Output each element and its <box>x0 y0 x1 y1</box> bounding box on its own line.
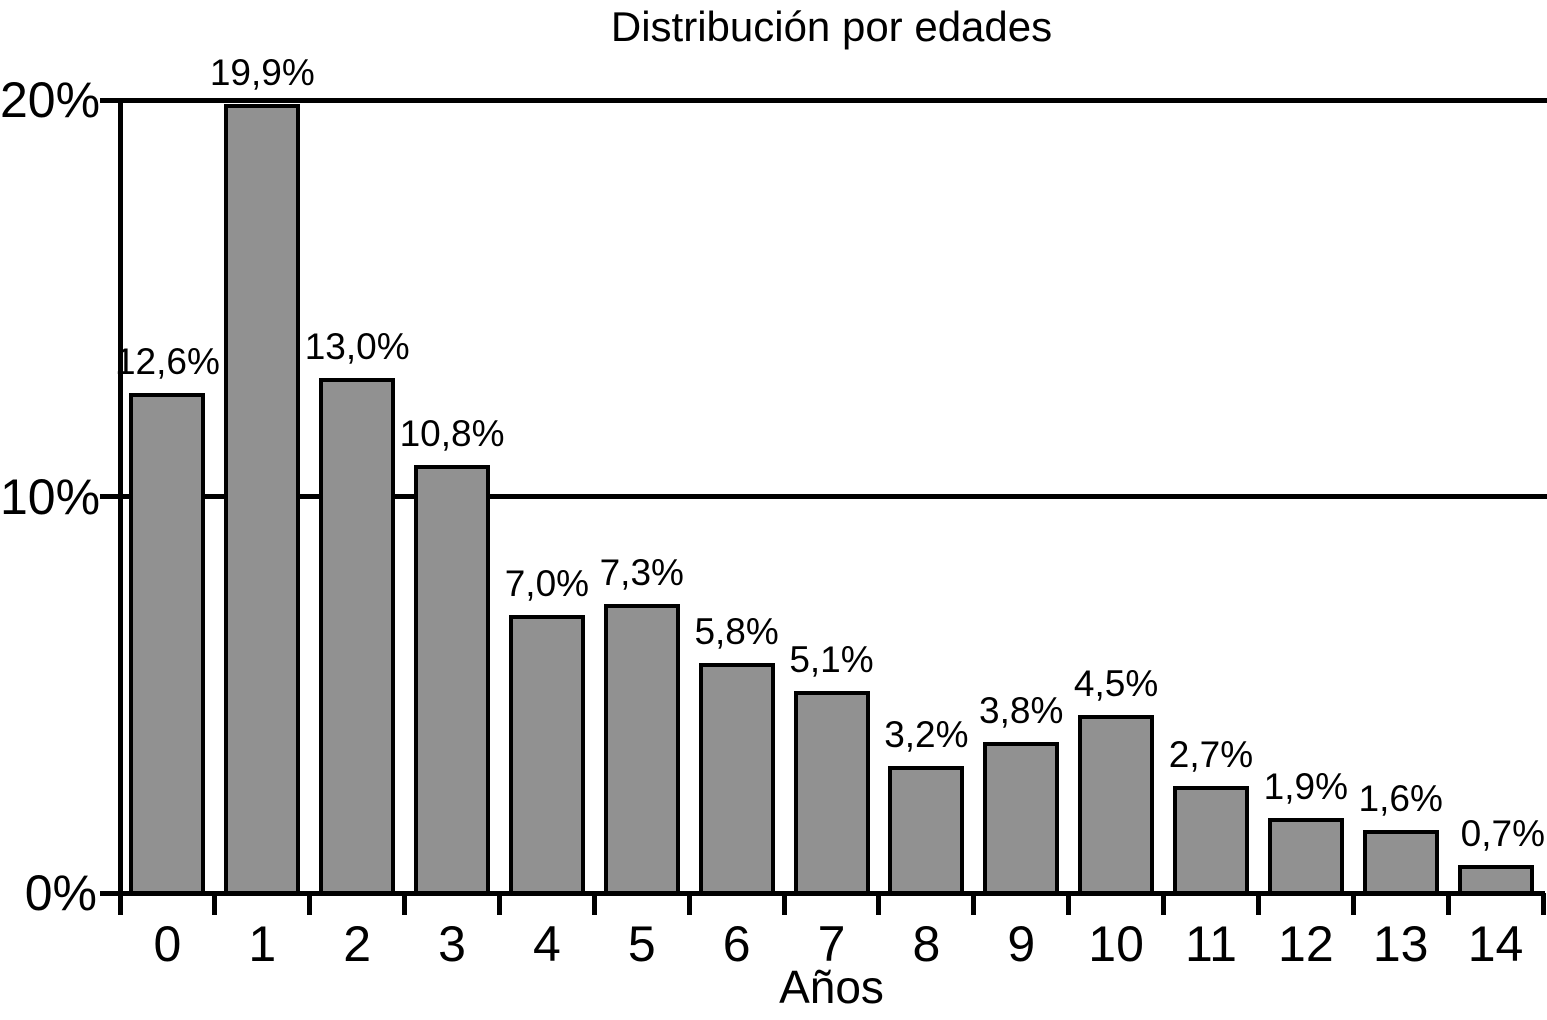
chart-title: Distribución por edades <box>610 3 1053 50</box>
bar-value-label: 10,8% <box>399 412 505 454</box>
bar-value-label: 3,8% <box>979 690 1064 732</box>
x-tick-label: 5 <box>627 916 656 972</box>
x-tick-label: 3 <box>438 916 466 972</box>
bar <box>983 742 1060 895</box>
x-tick-label: 9 <box>1007 916 1036 972</box>
bar-value-label: 2,7% <box>1168 733 1254 775</box>
bar <box>508 615 585 895</box>
bar <box>698 663 775 895</box>
x-tick-label: 1 <box>248 916 277 972</box>
bar-value-label: 7,3% <box>599 551 684 593</box>
x-tick <box>1255 893 1261 915</box>
x-tick <box>876 893 882 915</box>
bar-value-label: 1,9% <box>1263 765 1348 807</box>
bar-value-label: 5,1% <box>789 638 874 680</box>
gridline <box>100 494 1547 499</box>
x-tick <box>781 893 787 915</box>
x-axis-title: Años <box>779 961 884 1013</box>
x-tick <box>117 893 123 915</box>
y-axis <box>117 98 123 915</box>
bar-value-label: 12,6% <box>114 341 220 383</box>
y-tick-label: 20% <box>0 72 101 128</box>
x-tick <box>1540 893 1546 915</box>
x-tick-label: 6 <box>722 916 751 972</box>
x-tick-label: 13 <box>1372 916 1429 972</box>
y-tick-label: 10% <box>0 468 101 525</box>
x-tick <box>971 893 977 915</box>
x-tick <box>1445 893 1451 915</box>
bar-value-label: 1,6% <box>1358 777 1443 819</box>
x-tick <box>307 893 313 915</box>
x-tick-label: 0 <box>153 916 182 972</box>
bar <box>319 377 396 895</box>
x-tick <box>496 893 502 915</box>
x-tick <box>686 893 692 915</box>
bar <box>1172 785 1249 895</box>
bar <box>603 603 680 895</box>
x-tick-label: 14 <box>1467 916 1524 972</box>
bar <box>1078 714 1155 895</box>
bar <box>224 103 301 895</box>
bar <box>1362 829 1439 895</box>
bar-value-label: 13,0% <box>304 325 410 367</box>
bar-value-label: 3,2% <box>884 714 969 756</box>
bar <box>888 766 965 895</box>
x-tick-label: 11 <box>1185 916 1237 972</box>
x-tick <box>212 893 218 915</box>
bar <box>1267 817 1344 895</box>
x-tick <box>1350 893 1356 915</box>
x-tick-label: 10 <box>1088 916 1144 972</box>
x-tick <box>591 893 597 915</box>
y-tick-label: 0% <box>24 865 97 921</box>
x-tick-label: 4 <box>532 916 561 972</box>
bar <box>129 393 206 895</box>
x-tick <box>1066 893 1072 915</box>
bar-value-label: 19,9% <box>209 51 315 93</box>
bar <box>1457 865 1534 895</box>
bar-value-label: 0,7% <box>1460 813 1545 855</box>
bar <box>793 690 870 895</box>
bar-value-label: 5,8% <box>694 611 779 653</box>
bar <box>414 464 491 895</box>
gridline <box>100 97 1547 103</box>
bar-value-label: 7,0% <box>504 563 590 605</box>
x-tick-label: 2 <box>343 916 372 972</box>
bar-value-label: 4,5% <box>1073 662 1159 704</box>
x-tick-label: 12 <box>1278 916 1334 972</box>
x-tick-label: 8 <box>912 916 941 972</box>
x-tick <box>402 893 408 915</box>
x-tick <box>1161 893 1167 915</box>
x-tick-label: 7 <box>817 916 846 972</box>
